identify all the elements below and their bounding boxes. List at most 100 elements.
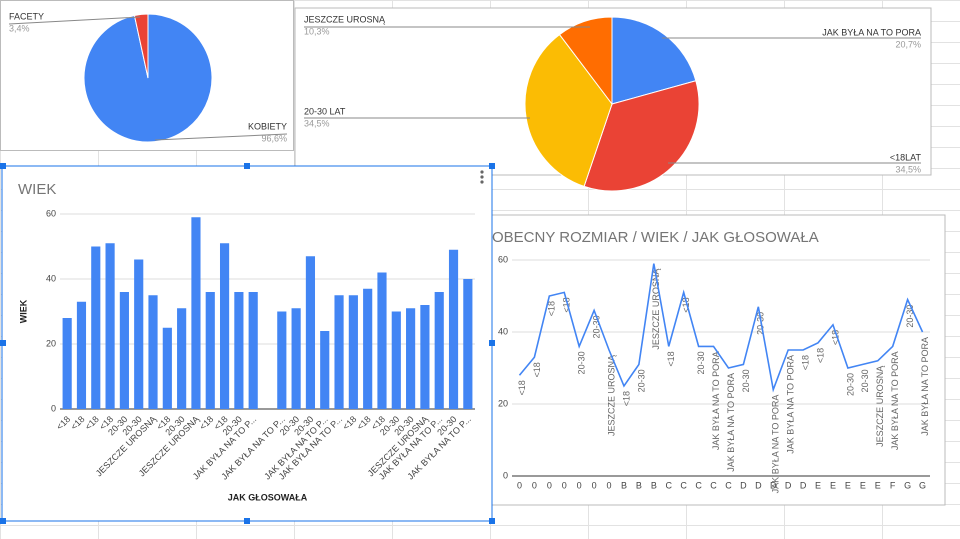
slice-label: 20-30 LAT xyxy=(304,106,346,116)
x-tick-label: E xyxy=(815,480,821,490)
x-tick-label: 0 xyxy=(547,480,552,490)
pie-slice xyxy=(611,16,697,105)
x-tick-label: 0 xyxy=(577,480,582,490)
slice-value-label: 96,6% xyxy=(261,133,287,143)
bar-chart: WIEK0204060<18<18<18<1820-3020-30JESZCZE… xyxy=(18,181,475,502)
line-chart: OBECNY ROZMIAR / WIEK / JAK GŁOSOWAŁA 0 20… xyxy=(492,229,930,493)
y-tick-label: 20 xyxy=(46,338,56,348)
x-tick-label: 0 xyxy=(517,480,522,490)
x-tick-label: E xyxy=(845,480,851,490)
bar xyxy=(363,288,373,409)
handle[interactable] xyxy=(244,163,250,169)
slice-value-label: 20,7% xyxy=(895,39,921,49)
x-tick-label: D xyxy=(800,480,807,490)
point-label: <18 xyxy=(666,351,676,366)
slice-label: JAK BYŁA NA TO PORA xyxy=(822,27,921,37)
x-tick-label: C xyxy=(725,480,732,490)
x-tick-label: 0 xyxy=(562,480,567,490)
point-label: JAK BYŁA NA TO PORA xyxy=(890,351,900,450)
point-label: 20-30 xyxy=(741,369,751,392)
x-tick-label: G xyxy=(919,480,926,490)
point-label: 20-30 xyxy=(696,351,706,374)
point-label: 20-30 xyxy=(905,305,915,328)
handle[interactable] xyxy=(0,340,6,346)
y-tick-label: 60 xyxy=(46,208,56,218)
x-tick-label: 0 xyxy=(532,480,537,490)
point-label: <18 xyxy=(517,380,527,395)
bar xyxy=(177,308,187,409)
point-label: <18 xyxy=(830,330,840,345)
bar xyxy=(291,308,301,409)
point-label: JAK BYŁA NA TO PORA xyxy=(786,355,796,454)
bar xyxy=(377,272,387,409)
handle[interactable] xyxy=(489,163,495,169)
chart-menu[interactable] xyxy=(480,170,484,184)
bar xyxy=(62,318,72,409)
bar xyxy=(219,243,230,409)
x-tick-label: B xyxy=(651,480,657,490)
bar xyxy=(348,295,358,409)
x-tick-label: B xyxy=(636,480,642,490)
handle[interactable] xyxy=(0,518,6,524)
slice-label: JESZCZE UROSNĄ xyxy=(304,14,386,24)
bar xyxy=(334,295,344,409)
x-tick-label: B xyxy=(621,480,627,490)
point-label: <18 xyxy=(621,391,631,406)
leader-line xyxy=(8,16,141,25)
point-label: JAK BYŁA NA TO PORA xyxy=(711,351,721,450)
y-tick-label: 0 xyxy=(503,470,508,480)
x-tick-label: D xyxy=(785,480,792,490)
point-label: JESZCZE UROSNĄ xyxy=(606,354,616,436)
slice-label: <18LAT xyxy=(890,152,922,162)
slice-value-label: 34,5% xyxy=(304,118,330,128)
point-label: JESZCZE UROSNĄ xyxy=(875,365,885,447)
bar xyxy=(76,301,87,409)
point-label: 20-30 xyxy=(636,369,646,392)
line-series xyxy=(518,263,924,393)
menu-dot xyxy=(480,180,484,184)
point-label: 20-30 xyxy=(577,351,587,374)
big-pie: JAK BYŁA NA TO PORA 20,7% <18LAT 34,5% 20-30… xyxy=(304,14,922,192)
slice-label: FACETY xyxy=(9,11,44,21)
slice-value-label: 34,5% xyxy=(895,164,921,174)
bar xyxy=(448,249,459,409)
bar xyxy=(134,259,144,409)
x-tick-label: C xyxy=(666,480,673,490)
pie-slice xyxy=(83,13,213,143)
bar xyxy=(162,327,172,409)
x-tick-label: G xyxy=(904,480,911,490)
pie-slice xyxy=(558,16,613,106)
point-label: <18 xyxy=(547,301,557,316)
point-label: <18 xyxy=(681,297,691,312)
point-label: JESZCZE UROSNĄ xyxy=(651,268,661,350)
bar xyxy=(205,292,215,409)
bar xyxy=(320,331,330,409)
x-tick-label: D xyxy=(770,480,777,490)
slice-label: KOBIETY xyxy=(248,121,287,131)
small-pie: KOBIETY 96,6% FACETY 3,4% xyxy=(8,11,288,143)
bar xyxy=(148,295,158,409)
x-tick-label: F xyxy=(890,480,896,490)
y-tick-label: 20 xyxy=(498,398,508,408)
handle[interactable] xyxy=(244,518,250,524)
bar xyxy=(463,279,473,409)
bar xyxy=(119,292,129,409)
handle[interactable] xyxy=(489,518,495,524)
line-chart-box[interactable] xyxy=(487,214,946,506)
chart-title: OBECNY ROZMIAR / WIEK / JAK GŁOSOWAŁA xyxy=(492,229,819,246)
bar xyxy=(105,243,115,409)
handle[interactable] xyxy=(0,163,6,169)
x-tick-label: C xyxy=(695,480,702,490)
bar xyxy=(305,256,316,409)
chart-title: WIEK xyxy=(18,181,56,198)
bar xyxy=(91,246,101,409)
point-label: 20-30 xyxy=(860,369,870,392)
x-tick-label: E xyxy=(830,480,836,490)
handle[interactable] xyxy=(489,340,495,346)
point-label: JAK BYŁA NA TO PORA xyxy=(726,373,736,472)
selection-handles xyxy=(0,163,495,524)
bar xyxy=(248,292,258,409)
bar xyxy=(420,305,430,409)
